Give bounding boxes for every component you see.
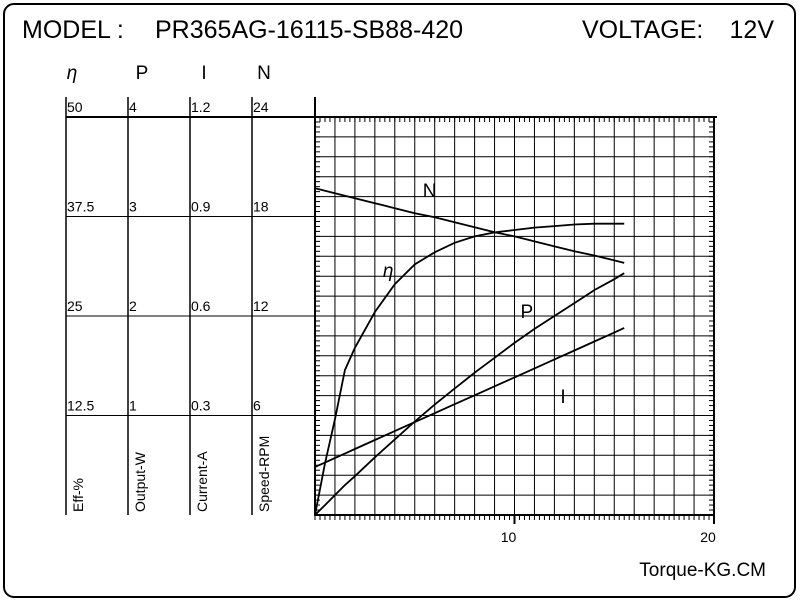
voltage-label: VOLTAGE: (582, 16, 703, 44)
axis-symbol: N (257, 63, 271, 84)
curve (314, 222, 625, 516)
curve-label: N (423, 181, 437, 202)
y-tick-label: 4 (129, 99, 137, 115)
y-tick-label: 0.6 (191, 298, 211, 314)
y-tick-label: 3 (129, 199, 137, 215)
y-tick-label: 0.9 (191, 199, 211, 215)
axis-symbol: η (67, 63, 78, 84)
axis-label: Eff-% (70, 478, 86, 512)
model-label: MODEL : (22, 16, 124, 44)
y-tick-label: 6 (253, 398, 261, 414)
y-tick-label: 12.5 (67, 398, 94, 414)
curve-label: P (520, 302, 533, 323)
curve-label: I (560, 387, 565, 408)
axis-label: Speed-RPM (256, 436, 272, 512)
axis-label: Current-A (194, 451, 210, 512)
x-axis-label: Torque-KG.CM (639, 560, 766, 581)
voltage: 12V (730, 16, 775, 44)
axis-label: Output-W (132, 451, 148, 512)
y-tick-label: 0.3 (191, 398, 211, 414)
curve (314, 272, 625, 516)
y-tick-label: 37.5 (67, 199, 94, 215)
axis-symbol: I (201, 63, 206, 84)
x-tick-label: 10 (501, 529, 517, 545)
model: PR365AG-16115-SB88-420 (155, 16, 463, 44)
y-tick-label: 25 (67, 298, 83, 314)
curve-label: η (383, 261, 394, 282)
y-tick-label: 1 (129, 398, 137, 414)
curve (314, 327, 625, 468)
y-tick-label: 12 (253, 298, 269, 314)
y-tick-label: 18 (253, 199, 269, 215)
y-tick-label: 2 (129, 298, 137, 314)
frame (3, 3, 796, 598)
curve (314, 187, 625, 264)
y-tick-label: 50 (67, 99, 83, 115)
y-tick-label: 24 (253, 99, 269, 115)
axis-symbol: P (136, 63, 149, 84)
x-tick-label: 20 (700, 529, 716, 545)
y-tick-label: 1.2 (191, 99, 211, 115)
